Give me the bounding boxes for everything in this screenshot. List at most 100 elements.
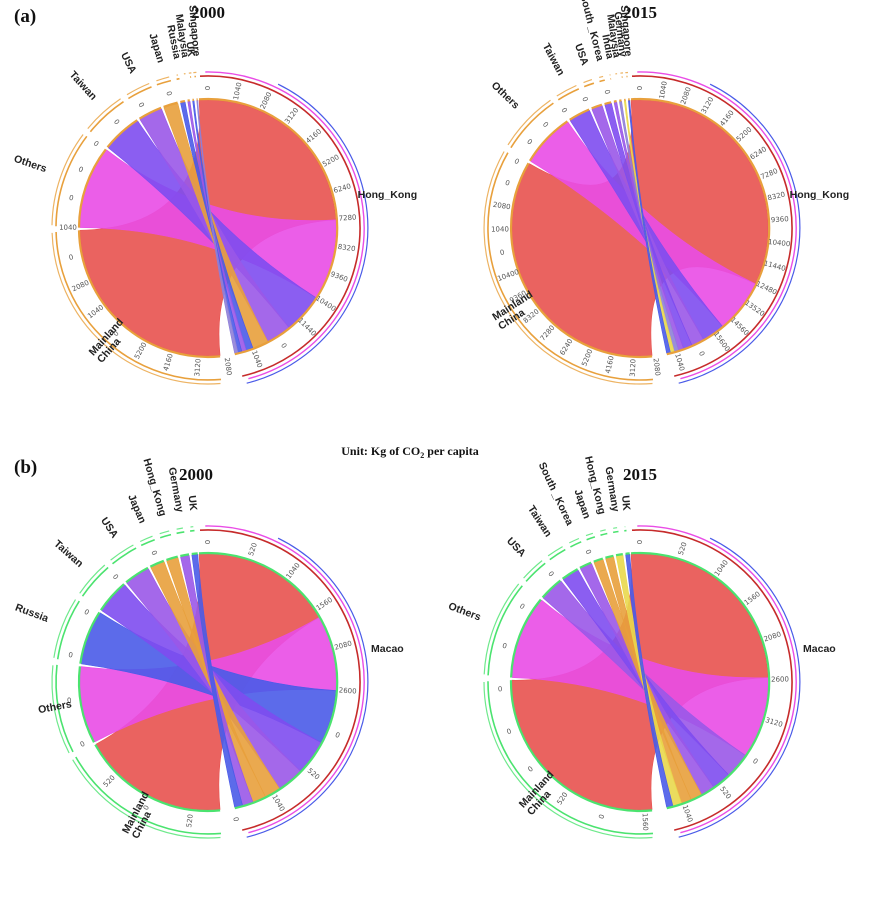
outer-bar-2-usa <box>126 82 150 96</box>
group-label-japan: Japan <box>146 32 166 65</box>
group-arc-japan <box>149 559 165 568</box>
outer-bar-others <box>510 102 554 149</box>
tick-label: 8320 <box>337 243 356 253</box>
group-arc-south-korea <box>604 101 612 106</box>
group-label-line: Taiwan <box>540 41 567 77</box>
group-label-line: USA <box>572 42 591 67</box>
outer-bar-center-3 <box>678 537 801 838</box>
group-label-taiwan: Taiwan <box>540 41 567 77</box>
tick-label: 520 <box>718 785 732 800</box>
outer-bar-mainland-china <box>487 681 654 835</box>
outer-bar-2-others <box>483 583 520 675</box>
outer-bar-2-mainland-china <box>483 151 653 385</box>
outer-bar-2-mainland-china <box>72 759 221 839</box>
group-label-japan: Japan <box>572 488 593 521</box>
outer-bar-2-mainland-china <box>483 681 653 839</box>
group-arc-mainland-china <box>94 744 221 813</box>
group-label-center: Hong_Kong <box>790 189 850 201</box>
outer-bar-others <box>55 135 88 227</box>
tick-label: 520 <box>555 791 569 807</box>
tick-label: 2600 <box>339 686 357 695</box>
tick-label: 0 <box>334 731 341 740</box>
group-label-line: Japan <box>146 32 166 65</box>
outer-bar-mainland-china <box>75 756 222 835</box>
group-arc-center <box>198 97 339 356</box>
group-label-uk: UK <box>184 41 198 58</box>
group-arc-others <box>510 598 542 678</box>
outer-bar-2-japan <box>156 76 170 82</box>
group-label-line: Japan <box>572 488 593 521</box>
outer-bar-2-usa <box>110 544 134 561</box>
tick-label: 9360 <box>329 270 349 284</box>
group-arc-usa <box>125 566 149 584</box>
group-label-taiwan: Taiwan <box>525 503 554 539</box>
outer-bar-2-others <box>507 99 551 146</box>
panel-b-label: (b) <box>14 457 37 478</box>
group-arc-usa <box>138 106 162 120</box>
tick-label: 7280 <box>338 213 356 222</box>
outer-bar-center-3 <box>678 83 801 384</box>
outer-bar-taiwan <box>89 101 124 133</box>
tick-label: 1040 <box>673 353 686 372</box>
group-arc-usa <box>541 579 562 599</box>
outer-bar-center-2 <box>637 71 797 380</box>
group-arc-taiwan <box>99 583 125 611</box>
outer-bar-germany <box>612 530 619 534</box>
group-label-others: Others <box>489 80 522 112</box>
tick-label: 1040 <box>491 225 509 233</box>
group-arc-russia <box>180 100 186 104</box>
outer-bar-2-japan <box>139 535 153 543</box>
tick-label: 1560 <box>743 590 762 607</box>
group-label-line: Singapore <box>186 5 202 57</box>
group-label-hong-kong: Hong_Kong <box>141 457 169 517</box>
group-arc-usa <box>591 103 603 110</box>
tick-label: 4160 <box>304 127 323 145</box>
tick-label: 0 <box>111 573 120 582</box>
group-label-line: Others <box>447 600 483 623</box>
group-label-line: Others <box>489 80 522 112</box>
group-arc-india <box>613 100 617 103</box>
group-label-line: Taiwan <box>525 503 554 539</box>
tick-label: 1560 <box>315 596 334 613</box>
tick-label: 0 <box>204 540 212 544</box>
outer-bar-2-south-korea <box>599 75 604 78</box>
outer-bar-center-1 <box>199 529 361 831</box>
tick-label: 0 <box>164 90 173 97</box>
tick-label: 0 <box>92 139 100 148</box>
tick-label: 0 <box>67 696 73 705</box>
outer-bar-mainland-china <box>55 231 222 381</box>
outer-bar-2-usa <box>523 560 543 579</box>
group-arc-others <box>528 120 569 162</box>
tick-label: 1560 <box>641 813 650 831</box>
tick-label: 0 <box>149 549 158 556</box>
group-label-usa: USA <box>118 50 139 76</box>
outer-bar-russia <box>176 77 180 81</box>
tick-label: 1040 <box>232 82 244 101</box>
tick-label: 520 <box>677 541 689 556</box>
group-label-others: Others <box>12 153 48 175</box>
tick-label: 2080 <box>259 91 274 111</box>
tick-label: 0 <box>504 179 511 188</box>
outer-bar-hong-kong <box>159 533 172 539</box>
tick-label: 7280 <box>539 324 557 343</box>
group-label-line: Russia <box>13 602 50 625</box>
tick-label: 0 <box>751 757 759 766</box>
tick-label: 2080 <box>679 86 692 105</box>
outer-bar-mainland-china <box>487 152 654 381</box>
outer-bar-usa <box>127 86 152 100</box>
group-label-line: Taiwan <box>67 69 99 103</box>
tick-label: 1040 <box>713 559 730 578</box>
tick-label: 0 <box>546 570 555 579</box>
tick-label: 3120 <box>700 96 716 115</box>
tick-label: 2080 <box>334 639 353 651</box>
tick-label: 8320 <box>767 190 786 202</box>
group-label-line: USA <box>98 515 120 540</box>
outer-bar-2-taiwan <box>556 84 577 97</box>
outer-bar-2-hong-kong <box>159 530 170 535</box>
chart-title: 2015 <box>623 465 657 484</box>
group-label-center: Hong_Kong <box>358 189 418 201</box>
outer-bar-taiwan <box>557 88 580 101</box>
group-label-usa: USA <box>98 515 120 540</box>
